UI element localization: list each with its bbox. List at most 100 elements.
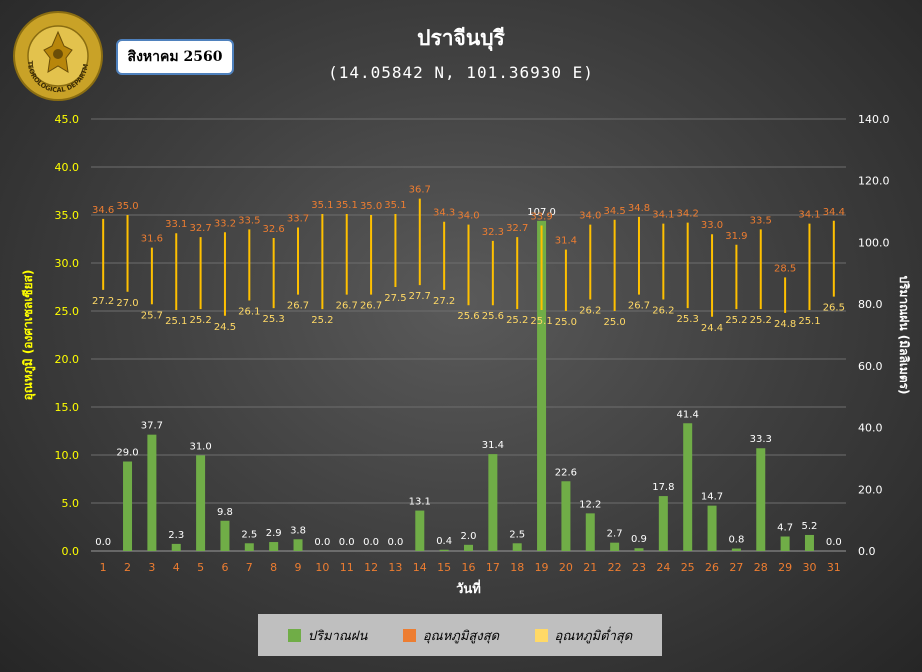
y-left-tick-label: 10.0 bbox=[55, 449, 80, 462]
rain-bar bbox=[244, 543, 254, 551]
rain-value-label: 0.0 bbox=[95, 537, 111, 548]
min-temp-label: 25.3 bbox=[677, 314, 699, 325]
y-left-tick-label: 5.0 bbox=[62, 497, 80, 510]
max-temp-label: 32.7 bbox=[189, 223, 211, 234]
y-right-tick-label: 40.0 bbox=[858, 422, 883, 435]
rain-value-label: 0.0 bbox=[826, 537, 842, 548]
y-left-tick-label: 0.0 bbox=[62, 545, 80, 558]
rain-value-label: 0.0 bbox=[363, 537, 379, 548]
legend-label-max-temp: อุณหภูมิสูงสุด bbox=[422, 628, 500, 644]
rain-value-label: 2.7 bbox=[607, 529, 623, 540]
x-tick-label: 11 bbox=[340, 561, 354, 574]
rain-value-label: 29.0 bbox=[116, 448, 138, 459]
rain-value-label: 12.2 bbox=[579, 499, 601, 510]
min-temp-label: 25.2 bbox=[506, 315, 528, 326]
max-temp-label: 35.0 bbox=[360, 201, 382, 212]
max-temp-label: 31.4 bbox=[555, 236, 577, 247]
rain-bar bbox=[610, 542, 620, 551]
y-right-tick-label: 20.0 bbox=[858, 483, 883, 496]
legend-swatch-rain bbox=[287, 628, 301, 642]
x-tick-label: 31 bbox=[827, 561, 841, 574]
x-tick-label: 10 bbox=[315, 561, 329, 574]
max-temp-label: 34.3 bbox=[433, 208, 455, 219]
min-temp-label: 25.0 bbox=[555, 317, 577, 328]
min-temp-label: 25.2 bbox=[750, 315, 772, 326]
rain-value-label: 41.4 bbox=[677, 409, 699, 420]
max-temp-label: 28.5 bbox=[774, 263, 796, 274]
y-left-tick-label: 30.0 bbox=[55, 257, 80, 270]
meteorological-department-logo: METEOROLOGICAL DEPARTMENT bbox=[12, 10, 103, 101]
legend-item-rain: ปริมาณฝน bbox=[287, 625, 367, 646]
x-tick-label: 19 bbox=[535, 561, 549, 574]
max-temp-label: 34.8 bbox=[628, 203, 650, 214]
rain-bar bbox=[512, 543, 522, 551]
y-left-tick-label: 45.0 bbox=[55, 113, 80, 126]
max-temp-label: 35.0 bbox=[116, 201, 138, 212]
rain-bar bbox=[804, 534, 814, 551]
x-tick-label: 18 bbox=[510, 561, 524, 574]
max-temp-label: 34.6 bbox=[92, 205, 114, 216]
x-tick-label: 14 bbox=[413, 561, 427, 574]
max-temp-label: 34.5 bbox=[603, 206, 625, 217]
rain-bar bbox=[196, 455, 206, 551]
x-tick-label: 3 bbox=[148, 561, 155, 574]
min-temp-label: 25.3 bbox=[263, 314, 285, 325]
x-tick-label: 6 bbox=[221, 561, 228, 574]
x-tick-label: 9 bbox=[295, 561, 302, 574]
max-temp-label: 31.9 bbox=[725, 231, 747, 242]
rain-bar bbox=[634, 548, 644, 551]
x-tick-label: 27 bbox=[729, 561, 743, 574]
y-right-tick-label: 120.0 bbox=[858, 175, 890, 188]
rain-bar bbox=[683, 423, 693, 551]
chart-coordinates: (14.05842 N, 101.36930 E) bbox=[328, 63, 594, 82]
y-left-tick-label: 35.0 bbox=[55, 209, 80, 222]
rain-bar bbox=[220, 520, 230, 551]
rain-bar bbox=[269, 542, 279, 551]
max-temp-label: 32.7 bbox=[506, 223, 528, 234]
rain-value-label: 2.3 bbox=[168, 530, 184, 541]
rain-bar bbox=[537, 220, 547, 552]
x-tick-label: 2 bbox=[124, 561, 131, 574]
rain-value-label: 22.6 bbox=[555, 467, 577, 478]
max-temp-label: 33.9 bbox=[530, 212, 552, 223]
y-right-tick-label: 0.0 bbox=[858, 545, 876, 558]
rain-value-label: 0.4 bbox=[436, 536, 452, 547]
min-temp-label: 25.6 bbox=[457, 311, 479, 322]
rain-value-label: 13.1 bbox=[409, 497, 431, 508]
rain-value-label: 31.4 bbox=[482, 440, 504, 451]
max-temp-label: 34.0 bbox=[457, 211, 479, 222]
min-temp-label: 26.7 bbox=[628, 301, 650, 312]
max-temp-label: 33.2 bbox=[214, 218, 236, 229]
y-left-tick-label: 20.0 bbox=[55, 353, 80, 366]
max-temp-label: 33.5 bbox=[750, 215, 772, 226]
rain-bar bbox=[147, 434, 157, 551]
rain-bar bbox=[561, 481, 571, 551]
rain-bar bbox=[123, 461, 133, 551]
legend-label-min-temp: อุณหภูมิต่ำสุด bbox=[554, 628, 633, 644]
x-axis-title: วันที่ bbox=[456, 579, 481, 597]
x-tick-label: 13 bbox=[388, 561, 402, 574]
max-temp-label: 34.2 bbox=[677, 209, 699, 220]
min-temp-label: 25.2 bbox=[189, 315, 211, 326]
max-temp-label: 34.4 bbox=[823, 207, 845, 218]
min-temp-label: 26.5 bbox=[823, 303, 845, 314]
max-temp-label: 35.1 bbox=[384, 200, 406, 211]
max-temp-label: 32.3 bbox=[482, 227, 504, 238]
min-temp-label: 25.1 bbox=[530, 316, 552, 327]
min-temp-label: 25.1 bbox=[165, 316, 187, 327]
legend-item-max-temp: อุณหภูมิสูงสุด bbox=[402, 625, 500, 646]
max-temp-label: 31.6 bbox=[141, 234, 163, 245]
x-tick-label: 7 bbox=[246, 561, 253, 574]
x-tick-label: 15 bbox=[437, 561, 451, 574]
rain-value-label: 2.5 bbox=[241, 529, 257, 540]
max-temp-label: 34.1 bbox=[652, 210, 674, 221]
rain-bar bbox=[464, 544, 473, 551]
rain-bar bbox=[780, 536, 790, 551]
min-temp-label: 25.0 bbox=[603, 317, 625, 328]
max-temp-label: 34.1 bbox=[798, 210, 820, 221]
max-temp-label: 33.7 bbox=[287, 213, 309, 224]
min-temp-label: 25.7 bbox=[141, 310, 163, 321]
max-temp-label: 35.1 bbox=[336, 200, 358, 211]
rain-value-label: 37.7 bbox=[141, 421, 163, 432]
